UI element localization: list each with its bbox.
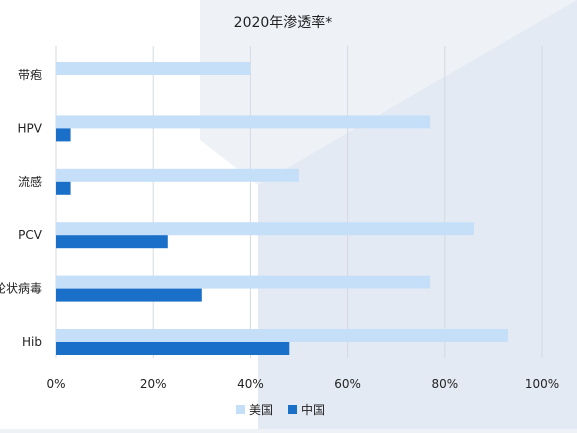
- bar-china: [56, 235, 168, 249]
- x-tick-label: 0%: [46, 377, 65, 391]
- bg-shade-panel: [258, 0, 577, 429]
- bar-usa: [56, 62, 251, 75]
- legend-swatch-usa: [236, 405, 245, 414]
- y-category-label: 带疱: [18, 67, 42, 82]
- grid: [55, 46, 543, 358]
- x-tick-label: 100%: [525, 377, 559, 391]
- bars: [56, 62, 508, 355]
- legend-label-usa: 美国: [249, 403, 273, 417]
- x-tick-label: 80%: [431, 377, 458, 391]
- y-category-label: PCV: [18, 228, 43, 242]
- bar-china: [56, 181, 71, 195]
- labels: 0% 20% 40% 60% 80% 100% 带疱 HPV 流感 PCV 轮状病毒 Hib 美国 中国: [0, 67, 559, 417]
- x-tick-label: 20%: [140, 377, 167, 391]
- bar-usa: [56, 115, 431, 129]
- bar-usa: [56, 222, 474, 236]
- bar-china: [56, 342, 290, 355]
- y-category-label: 轮状病毒: [0, 281, 42, 296]
- bar-usa: [56, 329, 508, 342]
- bar-china: [56, 128, 71, 142]
- y-category-label: 流感: [18, 174, 42, 189]
- x-tick-label: 40%: [237, 377, 264, 391]
- x-tick-label: 60%: [334, 377, 361, 391]
- y-category-label: Hib: [22, 335, 42, 349]
- bar-china: [56, 288, 202, 302]
- bar-usa: [56, 168, 299, 182]
- legend-swatch-china: [288, 405, 297, 414]
- chart-title: 2020年渗透率*: [234, 14, 333, 31]
- bg-white-panel: [0, 0, 258, 429]
- bar-usa: [56, 275, 431, 289]
- y-category-label: HPV: [18, 121, 43, 135]
- legend-label-china: 中国: [301, 402, 325, 417]
